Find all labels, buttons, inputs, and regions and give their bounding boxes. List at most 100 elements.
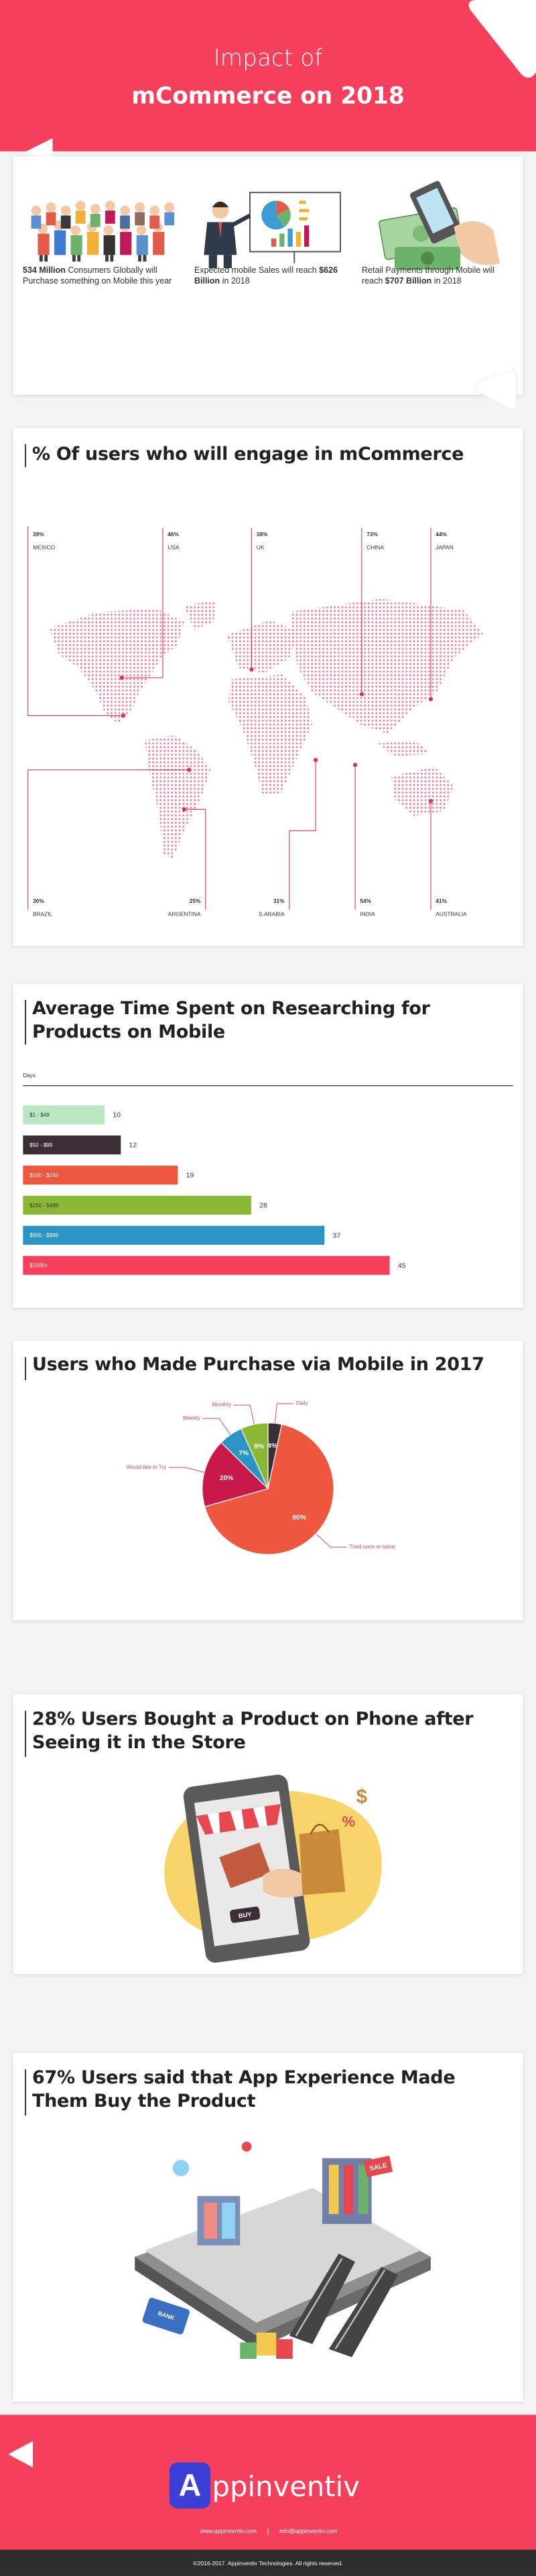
presenter-illustration-part xyxy=(230,213,251,227)
bar-category-label: $50 - $99 xyxy=(29,1142,53,1148)
presenter-illustration-part xyxy=(276,208,291,227)
crowd-illustration-part xyxy=(39,255,147,262)
crowd-illustration-part-part xyxy=(105,210,115,224)
stat-text: Retail Payments through Mobile will reac… xyxy=(362,265,515,286)
payment-illustration-part xyxy=(421,251,434,265)
map-points-part xyxy=(359,692,364,696)
mall-illustration-part xyxy=(295,2258,386,2349)
crowd-illustration-part-part xyxy=(136,235,148,255)
payment-illustration xyxy=(379,181,500,270)
title-line: mCommerce on 2018 xyxy=(131,82,405,109)
bar-value-label: 19 xyxy=(186,1172,194,1180)
mall-illustration-part xyxy=(289,2253,356,2344)
crowd-illustration-part-part xyxy=(87,232,99,255)
presenter-illustration-part-part xyxy=(299,200,306,204)
decor-triangle xyxy=(475,369,517,410)
country-name: INDIA xyxy=(360,911,375,918)
mall-illustration-part xyxy=(358,2164,368,2215)
crowd-illustration-part-part xyxy=(75,210,86,224)
copyright-band xyxy=(0,2549,536,2576)
bar-category-label: $500 - $999 xyxy=(29,1233,59,1239)
stat-body: Retail Payments through Mobile will reac… xyxy=(362,265,495,286)
leader-line xyxy=(168,1467,205,1473)
payment-illustration-part xyxy=(416,188,454,234)
country-value: 38% xyxy=(257,531,268,538)
store-illustration: BUY % $ xyxy=(164,1774,382,1963)
map-points-part xyxy=(428,696,433,702)
crowd-illustration-part-part xyxy=(164,212,175,226)
world-map-part xyxy=(289,599,484,734)
country-name: CHINA xyxy=(366,544,384,550)
illustration-label: SALE xyxy=(369,2162,388,2172)
crowd-illustration-part-part xyxy=(164,202,175,212)
card-title: Average Time Spent on Researching for Pr… xyxy=(32,998,430,1042)
mall-illustration-part xyxy=(363,2155,393,2178)
crowd-illustration-part-part xyxy=(90,214,100,227)
bar xyxy=(23,1195,251,1215)
crowd-illustration-part-part xyxy=(149,215,160,229)
country-name: ARGENTINA xyxy=(168,911,201,918)
country-value: 30% xyxy=(33,898,44,904)
email: info@appinventiv.com xyxy=(279,2528,337,2534)
card-title: % Of users who will engage in mCommerce xyxy=(32,444,464,465)
presenter-illustration-part xyxy=(208,255,217,269)
presenter-illustration-part-part xyxy=(304,225,310,247)
country-value: 25% xyxy=(190,898,201,904)
mall-illustration-part xyxy=(142,2297,190,2335)
illustration-label: BUY xyxy=(238,1911,253,1920)
stat-text: 534 Million Consumers Globally will Purc… xyxy=(23,265,176,286)
country-value: 41% xyxy=(436,898,447,904)
leader-line xyxy=(316,1533,347,1548)
illustration-label: % xyxy=(342,1813,355,1830)
header-band xyxy=(0,0,536,151)
map-points-part xyxy=(187,768,192,772)
slice-category-label: Daily xyxy=(296,1400,309,1406)
crowd-illustration-part-part xyxy=(90,204,100,214)
slice-value-label: 4% xyxy=(267,1443,277,1450)
world-map-part xyxy=(228,674,313,796)
copyright: ©2016-2017. Appinventiv Technologies. Al… xyxy=(193,2560,343,2567)
slice-value-label: 80% xyxy=(292,1514,306,1522)
map-labels: 39% MEXICO 46% USA 38% UK 73% CHINA 44% JAPAN… xyxy=(33,531,467,918)
slice-value-label: 8% xyxy=(254,1443,264,1451)
store-illustration-part xyxy=(196,1804,281,1835)
country-value: 73% xyxy=(366,531,378,538)
country-name: AUSTRALIA xyxy=(436,911,467,918)
crowd-illustration-part-part xyxy=(60,205,71,216)
crowd-illustration-part xyxy=(31,210,175,255)
crowd-illustration-part-part xyxy=(38,233,50,255)
presenter-illustration-part-part xyxy=(271,238,277,247)
country-value: 39% xyxy=(33,531,44,538)
mall-illustration-part xyxy=(256,2332,277,2356)
crowd-illustration-part-part xyxy=(70,235,82,255)
country-name: JAPAN xyxy=(436,544,453,550)
country-name: BRAZIL xyxy=(33,911,53,918)
leader-line xyxy=(184,808,206,910)
pie-slice xyxy=(202,1442,269,1508)
leader-line xyxy=(27,526,124,717)
presenter-illustration-part xyxy=(212,201,229,208)
presenter-illustration-part-part xyxy=(287,229,293,247)
store-illustration-part xyxy=(310,1823,330,1835)
crowd-illustration-part-part xyxy=(54,230,66,255)
slice-category-label: Monthly xyxy=(212,1402,232,1408)
map-points-part xyxy=(121,713,126,718)
logo-text: ppinventiv xyxy=(212,2470,360,2503)
crowd-illustration-part-part xyxy=(60,215,71,229)
presenter-illustration-part xyxy=(276,200,289,216)
logo-mark-box xyxy=(169,2462,211,2509)
stat-text: Expected mobile Sales will reach $626 Bi… xyxy=(194,265,347,286)
decor-triangle xyxy=(468,0,536,78)
crowd-illustration xyxy=(31,200,175,262)
presenter-illustration-part-part xyxy=(295,232,302,247)
stat-body: Expected mobile Sales will reach xyxy=(194,265,317,275)
mall-illustration-part xyxy=(222,2202,235,2239)
bar xyxy=(23,1255,390,1275)
stat-highlight: 534 Million xyxy=(23,265,66,275)
crowd-illustration-part-part xyxy=(135,212,145,226)
store-illustration-part xyxy=(299,1829,346,1896)
bar-chart: $1 - $49 10 $50 - $99 12 $100 - $249 19 $250 -… xyxy=(23,1105,406,1275)
mall-illustration-part xyxy=(172,2160,190,2176)
